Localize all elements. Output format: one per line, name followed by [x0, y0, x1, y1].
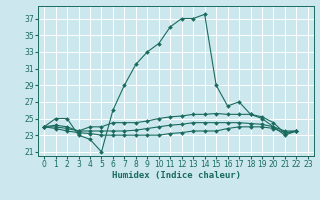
X-axis label: Humidex (Indice chaleur): Humidex (Indice chaleur) [111, 171, 241, 180]
